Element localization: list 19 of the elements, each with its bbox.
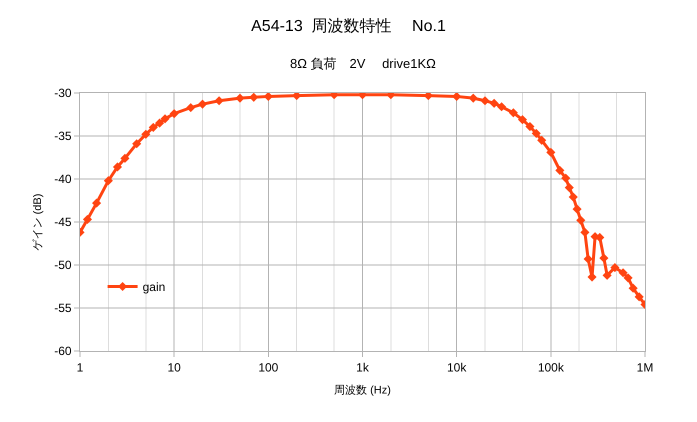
- chart-subtitle: 8Ω 負荷 2V drive1KΩ: [290, 56, 436, 71]
- x-tick-label: 1M: [636, 360, 654, 374]
- x-tick-label: 1k: [356, 360, 370, 374]
- y-tick-label: -40: [54, 172, 72, 186]
- x-tick-label: 100: [258, 360, 279, 374]
- y-tick-label: -30: [54, 86, 72, 100]
- chart-title: A54-13 周波数特性 No.1: [251, 16, 446, 35]
- y-tick-label: -50: [54, 258, 72, 272]
- x-tick-label: 100k: [538, 360, 565, 374]
- y-tick-label: -35: [54, 129, 72, 144]
- y-tick-label: -60: [54, 344, 72, 358]
- x-tick-label: 10k: [446, 360, 468, 374]
- x-tick-label: 1: [76, 360, 84, 374]
- legend-label: gain: [142, 280, 166, 294]
- y-axis-title: ゲイン (dB): [32, 194, 44, 250]
- y-tick-label: -55: [54, 301, 72, 316]
- x-axis-title: 周波数 (Hz): [334, 384, 391, 397]
- x-tick-label: 10: [167, 360, 182, 374]
- y-tick-label: -45: [54, 215, 72, 230]
